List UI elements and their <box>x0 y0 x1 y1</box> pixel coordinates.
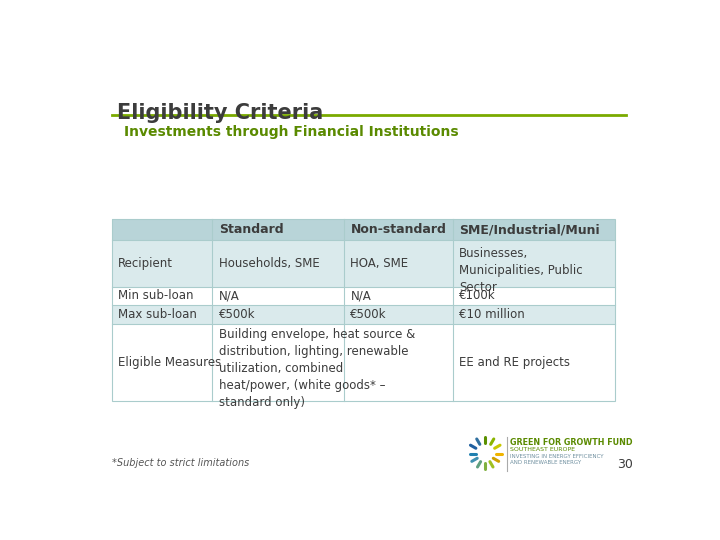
Text: Recipient: Recipient <box>118 257 173 270</box>
Text: €100k: €100k <box>459 289 495 302</box>
Text: Standard: Standard <box>219 223 283 236</box>
Text: Non-standard: Non-standard <box>351 223 446 236</box>
Text: *Subject to strict limitations: *Subject to strict limitations <box>112 458 249 468</box>
Text: Eligibility Criteria: Eligibility Criteria <box>117 103 323 123</box>
Bar <box>112 219 616 240</box>
Bar <box>112 240 616 287</box>
Text: €500k: €500k <box>351 308 387 321</box>
Text: Businesses,
Municipalities, Public
Sector: Businesses, Municipalities, Public Secto… <box>459 247 582 294</box>
Bar <box>112 323 616 401</box>
Text: Max sub-loan: Max sub-loan <box>118 308 197 321</box>
Text: Investments through Financial Institutions: Investments through Financial Institutio… <box>124 125 459 139</box>
Text: SME/Industrial/Muni: SME/Industrial/Muni <box>459 223 600 236</box>
Text: SOUTHEAST EUROPE: SOUTHEAST EUROPE <box>510 447 575 451</box>
Text: HOA, SME: HOA, SME <box>351 257 408 270</box>
Text: INVESTING IN ENERGY EFFICIENCY: INVESTING IN ENERGY EFFICIENCY <box>510 454 603 459</box>
Text: N/A: N/A <box>351 289 371 302</box>
Text: GREEN FOR GROWTH FUND: GREEN FOR GROWTH FUND <box>510 438 633 447</box>
Text: Eligible Measures: Eligible Measures <box>118 355 221 368</box>
Text: Building envelope, heat source &
distribution, lighting, renewable
utilization, : Building envelope, heat source & distrib… <box>219 328 415 409</box>
Text: Min sub-loan: Min sub-loan <box>118 289 194 302</box>
Text: €10 million: €10 million <box>459 308 525 321</box>
Text: AND RENEWABLE ENERGY: AND RENEWABLE ENERGY <box>510 460 581 464</box>
Bar <box>112 305 616 323</box>
Text: 30: 30 <box>616 458 632 471</box>
Text: Households, SME: Households, SME <box>219 257 320 270</box>
Bar <box>112 287 616 305</box>
Text: EE and RE projects: EE and RE projects <box>459 355 570 368</box>
Text: €500k: €500k <box>219 308 255 321</box>
Bar <box>112 219 616 401</box>
Text: N/A: N/A <box>219 289 239 302</box>
